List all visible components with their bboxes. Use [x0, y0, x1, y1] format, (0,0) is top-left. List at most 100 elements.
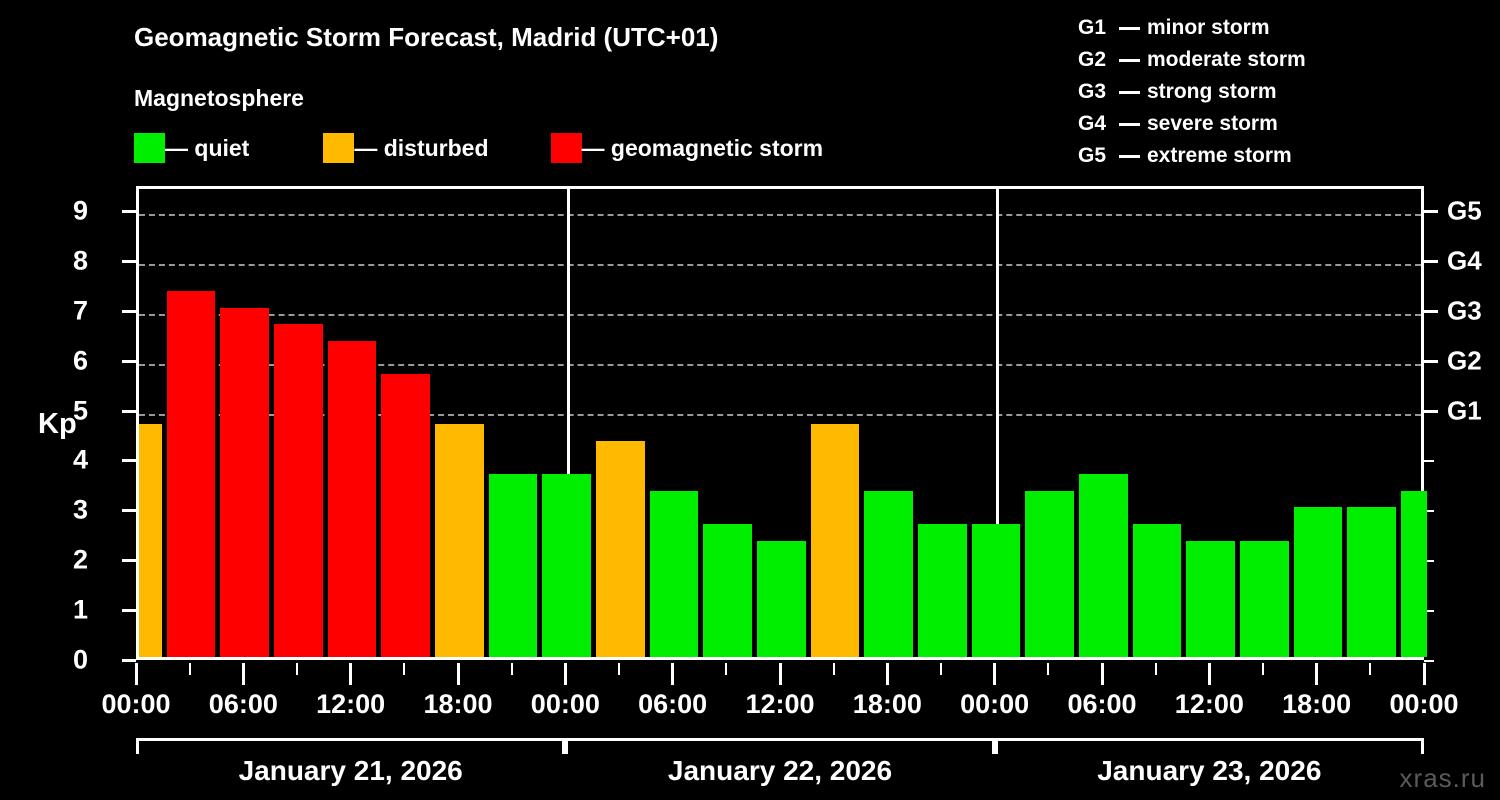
g-axis-tick-label: G2: [1447, 345, 1482, 376]
page-title: Geomagnetic Storm Forecast, Madrid (UTC+…: [134, 22, 719, 52]
x-tick-label: 12:00: [316, 689, 386, 719]
g-legend-row-g2: G2 moderate storm: [1078, 44, 1306, 76]
gridline: [139, 413, 1421, 416]
y-tick-label: 5: [72, 395, 88, 426]
bar: [1347, 507, 1396, 657]
y-tick-label: 2: [72, 544, 88, 575]
day-separator: [566, 189, 570, 657]
bar: [649, 490, 699, 657]
day-label: January 23, 2026: [1097, 755, 1322, 786]
em-dash-icon: [1119, 90, 1140, 94]
chart-subtitle: Magnetosphere: [134, 85, 304, 111]
bar: [864, 490, 913, 657]
day-bracket: [565, 738, 995, 754]
gridline: [139, 363, 1421, 366]
x-minor-tick-mark: [188, 663, 191, 675]
g-axis-tick-label: G3: [1447, 295, 1482, 326]
y-tick-mark: [122, 309, 136, 313]
x-tick-label: 12:00: [745, 689, 815, 719]
day-bracket: [994, 738, 1424, 754]
x-minor-tick-mark: [510, 663, 513, 675]
bar: [971, 523, 1021, 657]
x-tick-label: 06:00: [208, 689, 278, 719]
x-tick-label: 18:00: [1282, 689, 1352, 719]
g-axis-minor-tick: [1424, 560, 1434, 563]
x-tick-label: 06:00: [1067, 689, 1137, 719]
x-tick-mark: [134, 663, 138, 685]
g-legend-row-g1: G1 minor storm: [1078, 12, 1306, 44]
y-tick-label: 0: [72, 644, 88, 675]
bar: [810, 424, 860, 657]
g-legend-code: G2: [1078, 48, 1107, 71]
bar: [1239, 540, 1289, 657]
g-legend-code: G5: [1078, 144, 1107, 167]
x-minor-tick-mark: [1369, 663, 1372, 675]
x-tick-mark: [456, 663, 460, 685]
em-dash-icon: [1119, 122, 1140, 126]
g-legend-code: G1: [1078, 16, 1107, 39]
y-tick-mark: [122, 409, 136, 413]
x-tick-label: 00:00: [960, 689, 1030, 719]
y-axis-title: Kp: [38, 408, 77, 440]
x-tick-label: 12:00: [1174, 689, 1244, 719]
g-legend-row-g3: G3 strong storm: [1078, 76, 1306, 108]
legend-label: — disturbed: [354, 134, 489, 161]
bar: [327, 341, 377, 657]
x-tick-label: 06:00: [638, 689, 708, 719]
g-axis-tick-label: G4: [1447, 245, 1482, 276]
legend-item-geomagnetic: — geomagnetic storm: [550, 133, 823, 163]
y-tick-mark: [122, 259, 136, 263]
day-label: January 22, 2026: [667, 755, 893, 786]
bar: [139, 424, 162, 657]
g-legend-description: extreme storm: [1147, 144, 1292, 167]
g-axis-minor-tick: [1424, 610, 1434, 613]
x-tick-mark: [1422, 663, 1426, 685]
x-minor-tick-mark: [1154, 663, 1157, 675]
g-legend-code: G3: [1078, 80, 1107, 103]
x-minor-tick-mark: [832, 663, 835, 675]
y-tick-label: 7: [72, 295, 88, 326]
g-axis-tick-mark: [1424, 409, 1438, 413]
plot-area: [136, 186, 1427, 660]
y-tick-mark: [122, 209, 136, 213]
legend-label: — quiet: [165, 134, 250, 161]
g-legend-description: minor storm: [1147, 16, 1270, 39]
g-legend-code: G4: [1078, 112, 1107, 135]
y-tick-label: 9: [72, 195, 88, 226]
y-tick-mark: [122, 659, 136, 662]
x-tick-mark: [1315, 663, 1319, 685]
g-axis-tick-label: G5: [1447, 195, 1482, 226]
gridline: [139, 213, 1421, 216]
y-tick-mark: [122, 559, 136, 563]
bar: [488, 473, 538, 657]
color-legend: — quiet — disturbed — geomagnetic storm: [134, 133, 823, 163]
bar: [220, 307, 269, 657]
em-dash-icon: [1119, 26, 1140, 30]
g-axis-tick-mark: [1424, 259, 1438, 263]
x-tick-mark: [778, 663, 782, 685]
x-minor-tick-mark: [725, 663, 728, 675]
x-tick-mark: [993, 663, 997, 685]
g-legend-description: strong storm: [1147, 80, 1277, 103]
g-legend-description: moderate storm: [1147, 48, 1306, 71]
x-tick-label: 18:00: [852, 689, 922, 719]
g-axis-tick-mark: [1424, 209, 1438, 213]
x-tick-label: 00:00: [1389, 689, 1459, 719]
y-tick-mark: [122, 359, 136, 363]
bar: [595, 440, 645, 657]
x-tick-mark: [1100, 663, 1104, 685]
em-dash-icon: [1119, 58, 1140, 62]
day-separator: [996, 189, 1000, 657]
bar-series: [139, 189, 1427, 657]
y-tick-label: 8: [72, 245, 88, 276]
bar: [703, 523, 752, 657]
bar: [381, 374, 430, 657]
bar: [917, 523, 967, 657]
y-tick-label: 3: [72, 494, 88, 525]
em-dash-icon: [1119, 154, 1140, 158]
bar: [542, 473, 591, 657]
x-tick-label: 18:00: [423, 689, 493, 719]
disturbed-swatch: [323, 133, 355, 163]
x-minor-tick-mark: [403, 663, 406, 675]
g-legend-description: severe storm: [1147, 112, 1278, 135]
